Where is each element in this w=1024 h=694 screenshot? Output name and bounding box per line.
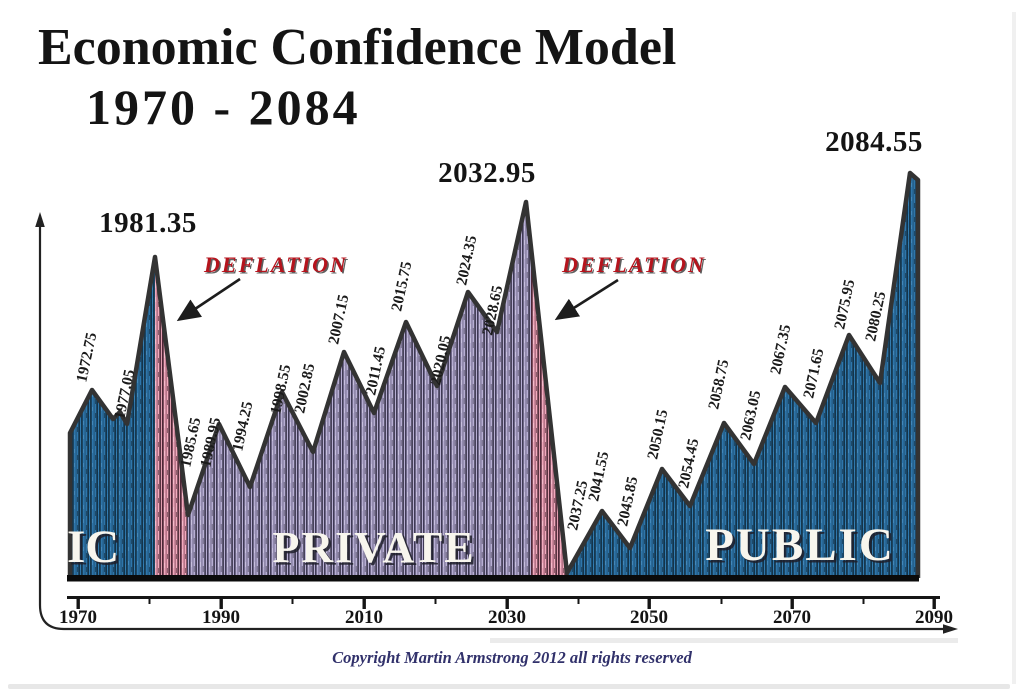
major-tick-2030 xyxy=(505,596,509,609)
deflation-arrow-1 xyxy=(176,277,241,322)
deflation-annotations-group: DEFLATION DEFLATION DEFLATION DEFLATION xyxy=(176,252,708,322)
page-title-line2: 1970 - 2084 xyxy=(86,79,361,135)
minor-tick-2040 xyxy=(577,596,580,604)
x-tick-label-2010: 2010 xyxy=(345,607,383,628)
x-tick-label-2070: 2070 xyxy=(773,607,811,628)
major-peak-label-2032: 2032.95 xyxy=(438,157,536,189)
section-label-public: PUBLIC xyxy=(705,519,895,571)
deflation-label-2-shadow: DEFLATION xyxy=(563,254,708,279)
deflation-label-1: DEFLATION xyxy=(203,252,348,277)
axes-group xyxy=(35,212,958,634)
major-peak-label-2084: 2084.55 xyxy=(825,126,923,158)
page-title-line1: Economic Confidence Model xyxy=(38,19,676,76)
x-tick-label-2050: 2050 xyxy=(630,607,668,628)
minor-tick-2080 xyxy=(862,596,865,604)
copyright-text: Copyright Martin Armstrong 2012 all righ… xyxy=(332,648,692,667)
major-peak-labels-group: 1981.35 2032.95 2084.55 xyxy=(99,126,923,239)
x-axis-arrowhead-icon xyxy=(943,624,958,634)
deflation-arrow-2 xyxy=(554,278,619,321)
x-axis-ruler: 1970 1990 2010 2030 2050 2070 2090 xyxy=(59,596,953,628)
major-tick-1970 xyxy=(76,596,80,609)
x-tick-label-2090: 2090 xyxy=(915,607,953,628)
wave-outline xyxy=(67,170,921,578)
scan-shadow-bottom xyxy=(8,684,1010,689)
major-tick-1990 xyxy=(219,596,223,609)
x-tick-label-2030: 2030 xyxy=(488,607,526,628)
y-axis-arrowhead-icon xyxy=(35,212,45,227)
scan-shadow-right xyxy=(1012,12,1016,684)
section-words-group: IC IC PRIVATE PRIVATE PUBLIC PUBLIC xyxy=(67,519,898,576)
section-label-private-shadow: PRIVATE xyxy=(275,526,478,575)
baseline-bar xyxy=(67,575,919,582)
x-tick-label-1970: 1970 xyxy=(59,607,97,628)
major-tick-2010 xyxy=(362,596,366,609)
section-label-ic-shadow: IC xyxy=(70,524,122,576)
major-peak-label-1981: 1981.35 xyxy=(99,207,197,239)
section-label-private: PRIVATE xyxy=(272,523,475,572)
minor-tick-2000 xyxy=(291,596,294,604)
major-tick-2050 xyxy=(647,596,651,609)
minor-tick-1980 xyxy=(148,596,151,604)
xy-axis-line xyxy=(38,222,948,631)
x-tick-label-1990: 1990 xyxy=(202,607,240,628)
minor-tick-2060 xyxy=(720,596,723,604)
deflation-label-1-shadow: DEFLATION xyxy=(205,254,350,279)
minor-tick-2020 xyxy=(434,596,437,604)
section-label-public-shadow: PUBLIC xyxy=(708,522,898,574)
section-label-ic: IC xyxy=(67,521,119,573)
deflation-label-2: DEFLATION xyxy=(561,252,706,277)
ruler-line xyxy=(67,596,940,599)
major-tick-2070 xyxy=(790,596,794,609)
scan-shadow-axis xyxy=(490,638,958,643)
major-tick-2090 xyxy=(932,596,936,609)
